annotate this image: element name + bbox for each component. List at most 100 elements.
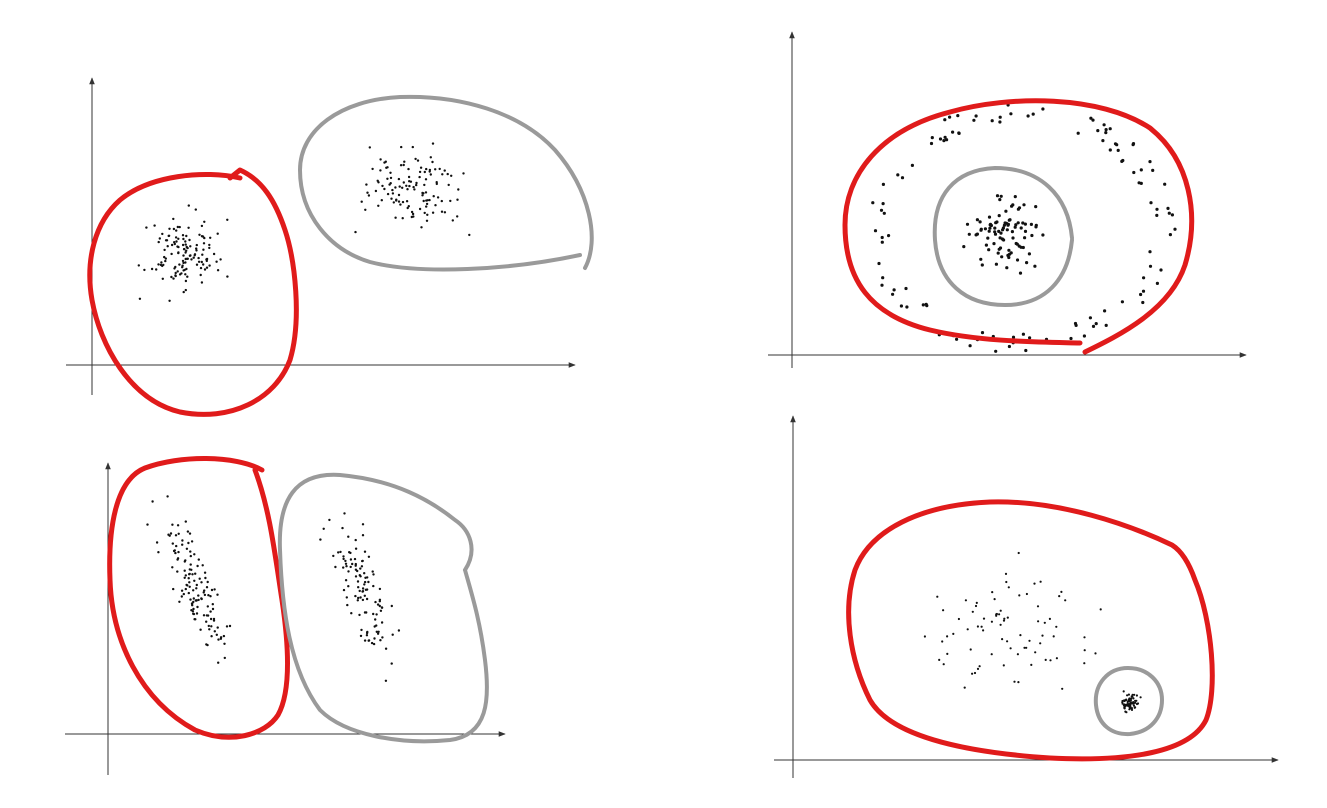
data-point — [380, 199, 383, 202]
data-point — [363, 572, 366, 575]
data-point — [971, 672, 974, 675]
data-point — [1130, 697, 1133, 700]
data-point — [984, 243, 989, 247]
data-point — [881, 182, 886, 186]
data-point — [447, 183, 450, 187]
data-point — [217, 661, 220, 664]
data-point — [371, 570, 374, 573]
data-point — [431, 142, 435, 145]
data-point — [924, 302, 928, 306]
data-point — [397, 629, 401, 632]
data-point — [342, 555, 345, 558]
data-point — [194, 208, 197, 211]
data-point — [217, 638, 220, 641]
data-point — [354, 575, 358, 578]
data-point — [426, 213, 429, 216]
data-point — [974, 604, 978, 608]
data-point — [216, 232, 219, 235]
data-point — [216, 269, 220, 272]
data-point — [202, 614, 206, 617]
data-point — [167, 234, 170, 238]
data-point — [987, 229, 991, 233]
data-point — [993, 598, 996, 601]
data-point — [372, 642, 376, 646]
data-point — [190, 258, 193, 261]
data-point — [887, 234, 891, 238]
data-point — [975, 601, 978, 605]
data-point — [378, 604, 381, 608]
data-point — [162, 263, 165, 267]
data-point — [191, 602, 194, 605]
data-point — [1023, 236, 1027, 240]
data-point — [197, 594, 200, 597]
data-point — [171, 566, 174, 569]
data-point — [332, 554, 335, 558]
data-point — [976, 625, 980, 628]
data-point — [413, 188, 416, 191]
data-point — [880, 240, 884, 244]
data-point — [361, 523, 365, 526]
data-point — [979, 228, 983, 232]
data-point — [1003, 617, 1006, 620]
data-point — [219, 258, 222, 261]
data-point — [951, 130, 955, 134]
data-point — [365, 183, 368, 186]
data-point — [905, 305, 909, 309]
data-point — [183, 569, 186, 572]
data-point — [1030, 663, 1033, 667]
data-point — [468, 233, 471, 237]
data-point — [1136, 702, 1140, 705]
data-point — [1142, 276, 1146, 280]
data-point — [429, 173, 432, 176]
data-point — [186, 246, 189, 250]
data-point — [1015, 242, 1019, 246]
data-point — [1130, 707, 1133, 710]
data-point — [366, 576, 369, 579]
data-point — [208, 243, 211, 247]
data-point — [395, 199, 398, 202]
data-point — [177, 251, 180, 255]
data-point — [197, 256, 200, 260]
data-point — [164, 239, 168, 242]
data-point — [368, 146, 371, 149]
data-point — [200, 597, 203, 601]
data-point — [1129, 701, 1133, 704]
data-point — [429, 156, 432, 159]
data-point — [407, 205, 410, 208]
data-point — [1102, 123, 1106, 127]
data-point — [363, 580, 367, 584]
data-point — [921, 303, 925, 307]
data-point — [177, 245, 180, 249]
data-point — [982, 617, 986, 620]
data-point — [209, 610, 212, 613]
data-point — [173, 241, 176, 244]
data-point — [186, 275, 189, 278]
data-point — [213, 630, 216, 633]
data-point — [187, 204, 190, 207]
data-point — [1166, 206, 1170, 210]
data-point — [172, 587, 175, 591]
data-point — [998, 120, 1002, 124]
data-point — [1009, 112, 1013, 116]
data-point — [391, 633, 394, 636]
data-point — [882, 211, 886, 215]
data-point — [182, 261, 185, 265]
data-point — [328, 518, 331, 522]
data-point — [196, 605, 199, 609]
data-point — [1013, 225, 1017, 229]
data-point — [988, 226, 992, 230]
data-point — [163, 255, 166, 259]
data-point — [1033, 264, 1037, 268]
data-point — [203, 571, 207, 574]
data-point — [1049, 659, 1052, 662]
data-point — [1101, 139, 1105, 143]
data-point — [428, 168, 432, 172]
data-point — [205, 620, 208, 623]
data-point — [354, 562, 357, 566]
data-point — [402, 163, 405, 167]
data-point — [199, 266, 203, 270]
data-point — [1025, 261, 1029, 265]
data-point — [145, 226, 148, 229]
data-point — [222, 634, 226, 638]
data-point — [1002, 619, 1006, 622]
